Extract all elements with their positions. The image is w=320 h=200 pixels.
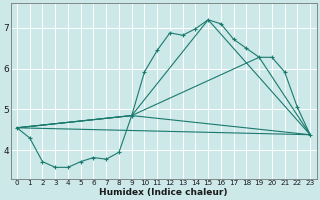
X-axis label: Humidex (Indice chaleur): Humidex (Indice chaleur) [99,188,228,197]
